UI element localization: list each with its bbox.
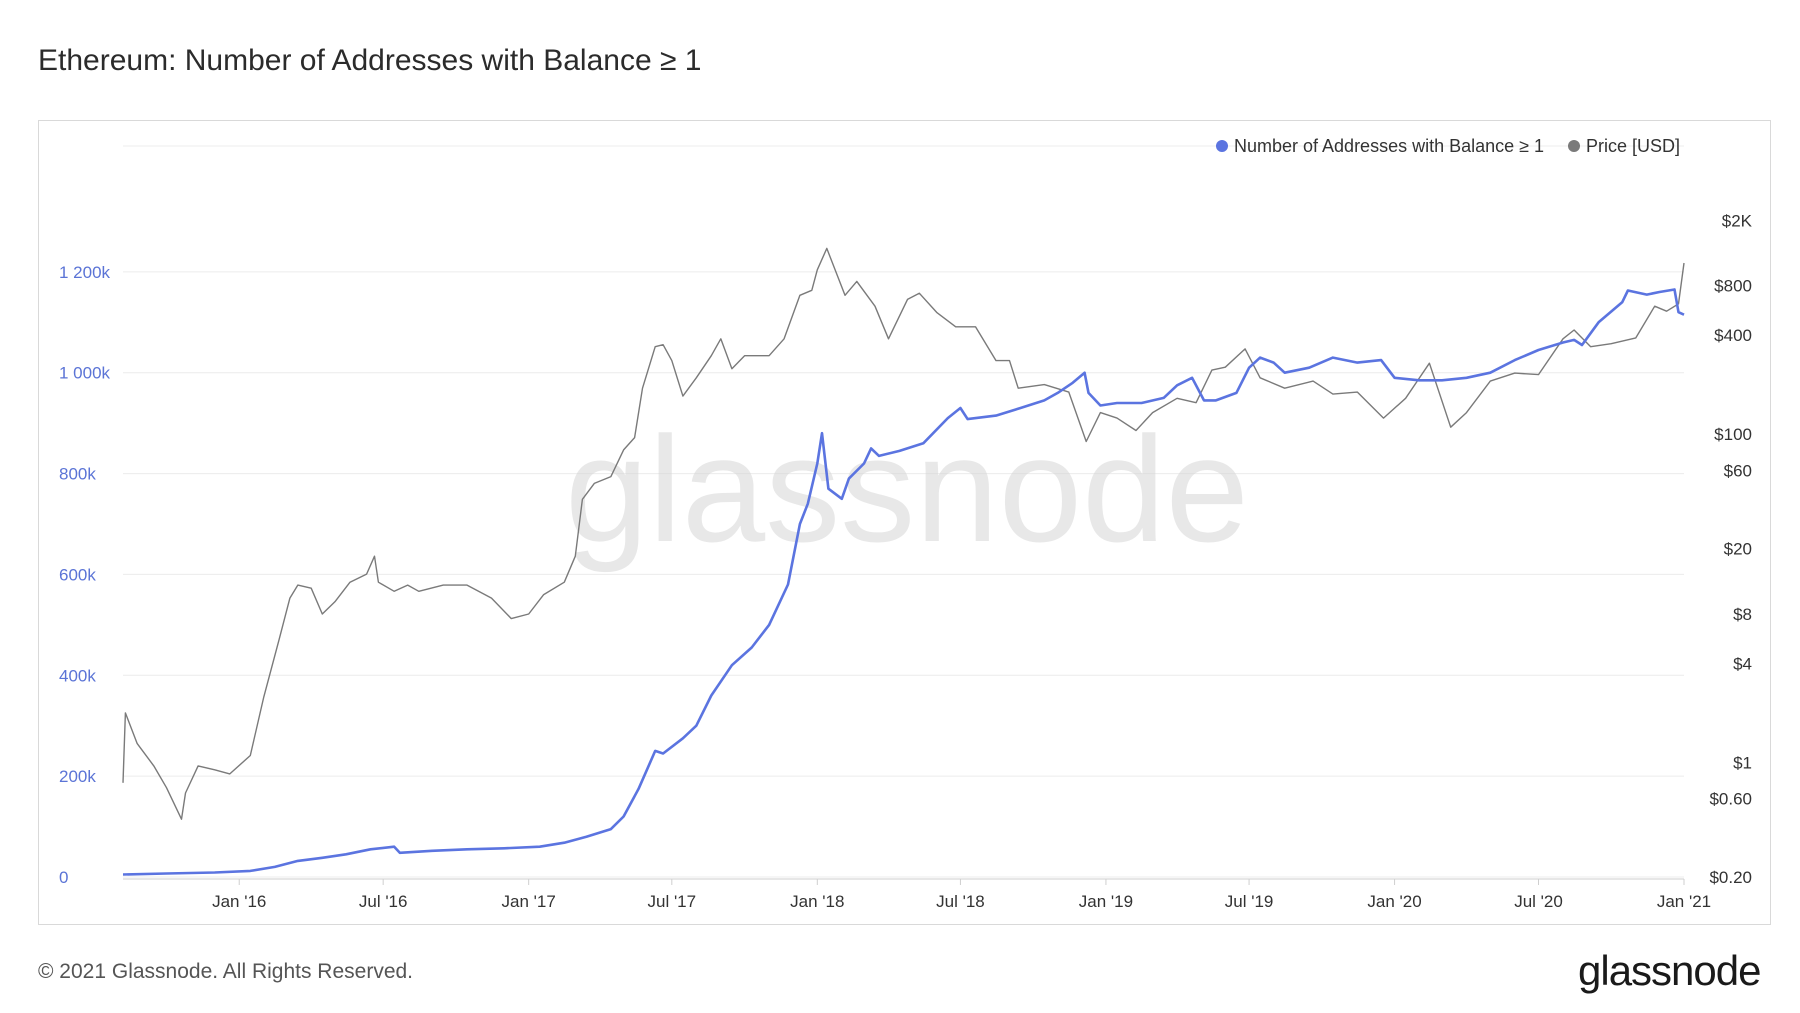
legend-item-price[interactable]: Price [USD]	[1568, 136, 1680, 156]
series-line-addresses	[122, 288, 1685, 876]
legend-marker-price	[1568, 140, 1580, 152]
x-tick-label: Jul '17	[647, 892, 696, 911]
right-tick-label: $1	[1733, 753, 1752, 772]
right-tick-label: $800	[1714, 277, 1752, 296]
x-tick-label: Jan '20	[1367, 892, 1421, 911]
series	[122, 247, 1685, 876]
right-tick-label: $400	[1714, 326, 1752, 345]
watermark: glassnode	[565, 405, 1249, 573]
x-tick-label: Jan '21	[1657, 892, 1711, 911]
right-tick-label: $0.20	[1709, 868, 1752, 887]
left-tick-label: 200k	[59, 767, 96, 786]
left-tick-label: 0	[59, 868, 68, 887]
x-axis: Jan '16 Jul '16 Jan '17 Jul '17 Jan '18 Jul '…	[123, 878, 1711, 911]
x-tick-label: Jan '17	[502, 892, 556, 911]
brand-logo: glassnode	[1578, 947, 1761, 994]
right-tick-label: $60	[1724, 461, 1752, 480]
x-tick-label: Jan '18	[790, 892, 844, 911]
x-tick-label: Jul '19	[1225, 892, 1274, 911]
x-tick-label: Jan '19	[1079, 892, 1133, 911]
left-tick-label: 1 000k	[59, 364, 111, 383]
legend-item-addresses[interactable]: Number of Addresses with Balance ≥ 1	[1216, 136, 1544, 156]
left-axis: 0 200k 400k 600k 800k 1 000k 1 200k	[59, 263, 111, 887]
chart-frame: glassnode 0 200k 400k 600k 800k 1 000k 1 200k …	[38, 120, 1771, 925]
x-tick-label: Jul '16	[359, 892, 408, 911]
legend: Number of Addresses with Balance ≥ 1 Pri…	[1216, 136, 1680, 156]
x-tick-label: Jul '18	[936, 892, 985, 911]
x-tick-label: Jul '20	[1514, 892, 1563, 911]
right-axis: $0.20 $0.60 $1 $4 $8 $20 $60 $100 $400 $800 $2K	[1709, 211, 1752, 887]
left-tick-label: 600k	[59, 565, 96, 584]
right-tick-label: $8	[1733, 605, 1752, 624]
left-tick-label: 1 200k	[59, 263, 111, 282]
legend-marker-addresses	[1216, 140, 1228, 152]
legend-label-price: Price [USD]	[1586, 136, 1680, 156]
right-tick-label: $0.60	[1709, 790, 1752, 809]
legend-label-addresses: Number of Addresses with Balance ≥ 1	[1234, 136, 1544, 156]
right-tick-label: $2K	[1722, 211, 1753, 230]
chart-title: Ethereum: Number of Addresses with Balan…	[38, 44, 702, 77]
series-line-price	[122, 247, 1685, 820]
right-tick-label: $20	[1724, 540, 1752, 559]
x-tick-label: Jan '16	[212, 892, 266, 911]
gridlines	[123, 145, 1684, 878]
right-tick-label: $4	[1733, 654, 1752, 673]
right-tick-label: $100	[1714, 425, 1752, 444]
left-tick-label: 400k	[59, 666, 96, 685]
left-tick-label: 800k	[59, 465, 96, 484]
copyright-text: © 2021 Glassnode. All Rights Reserved.	[38, 960, 414, 983]
